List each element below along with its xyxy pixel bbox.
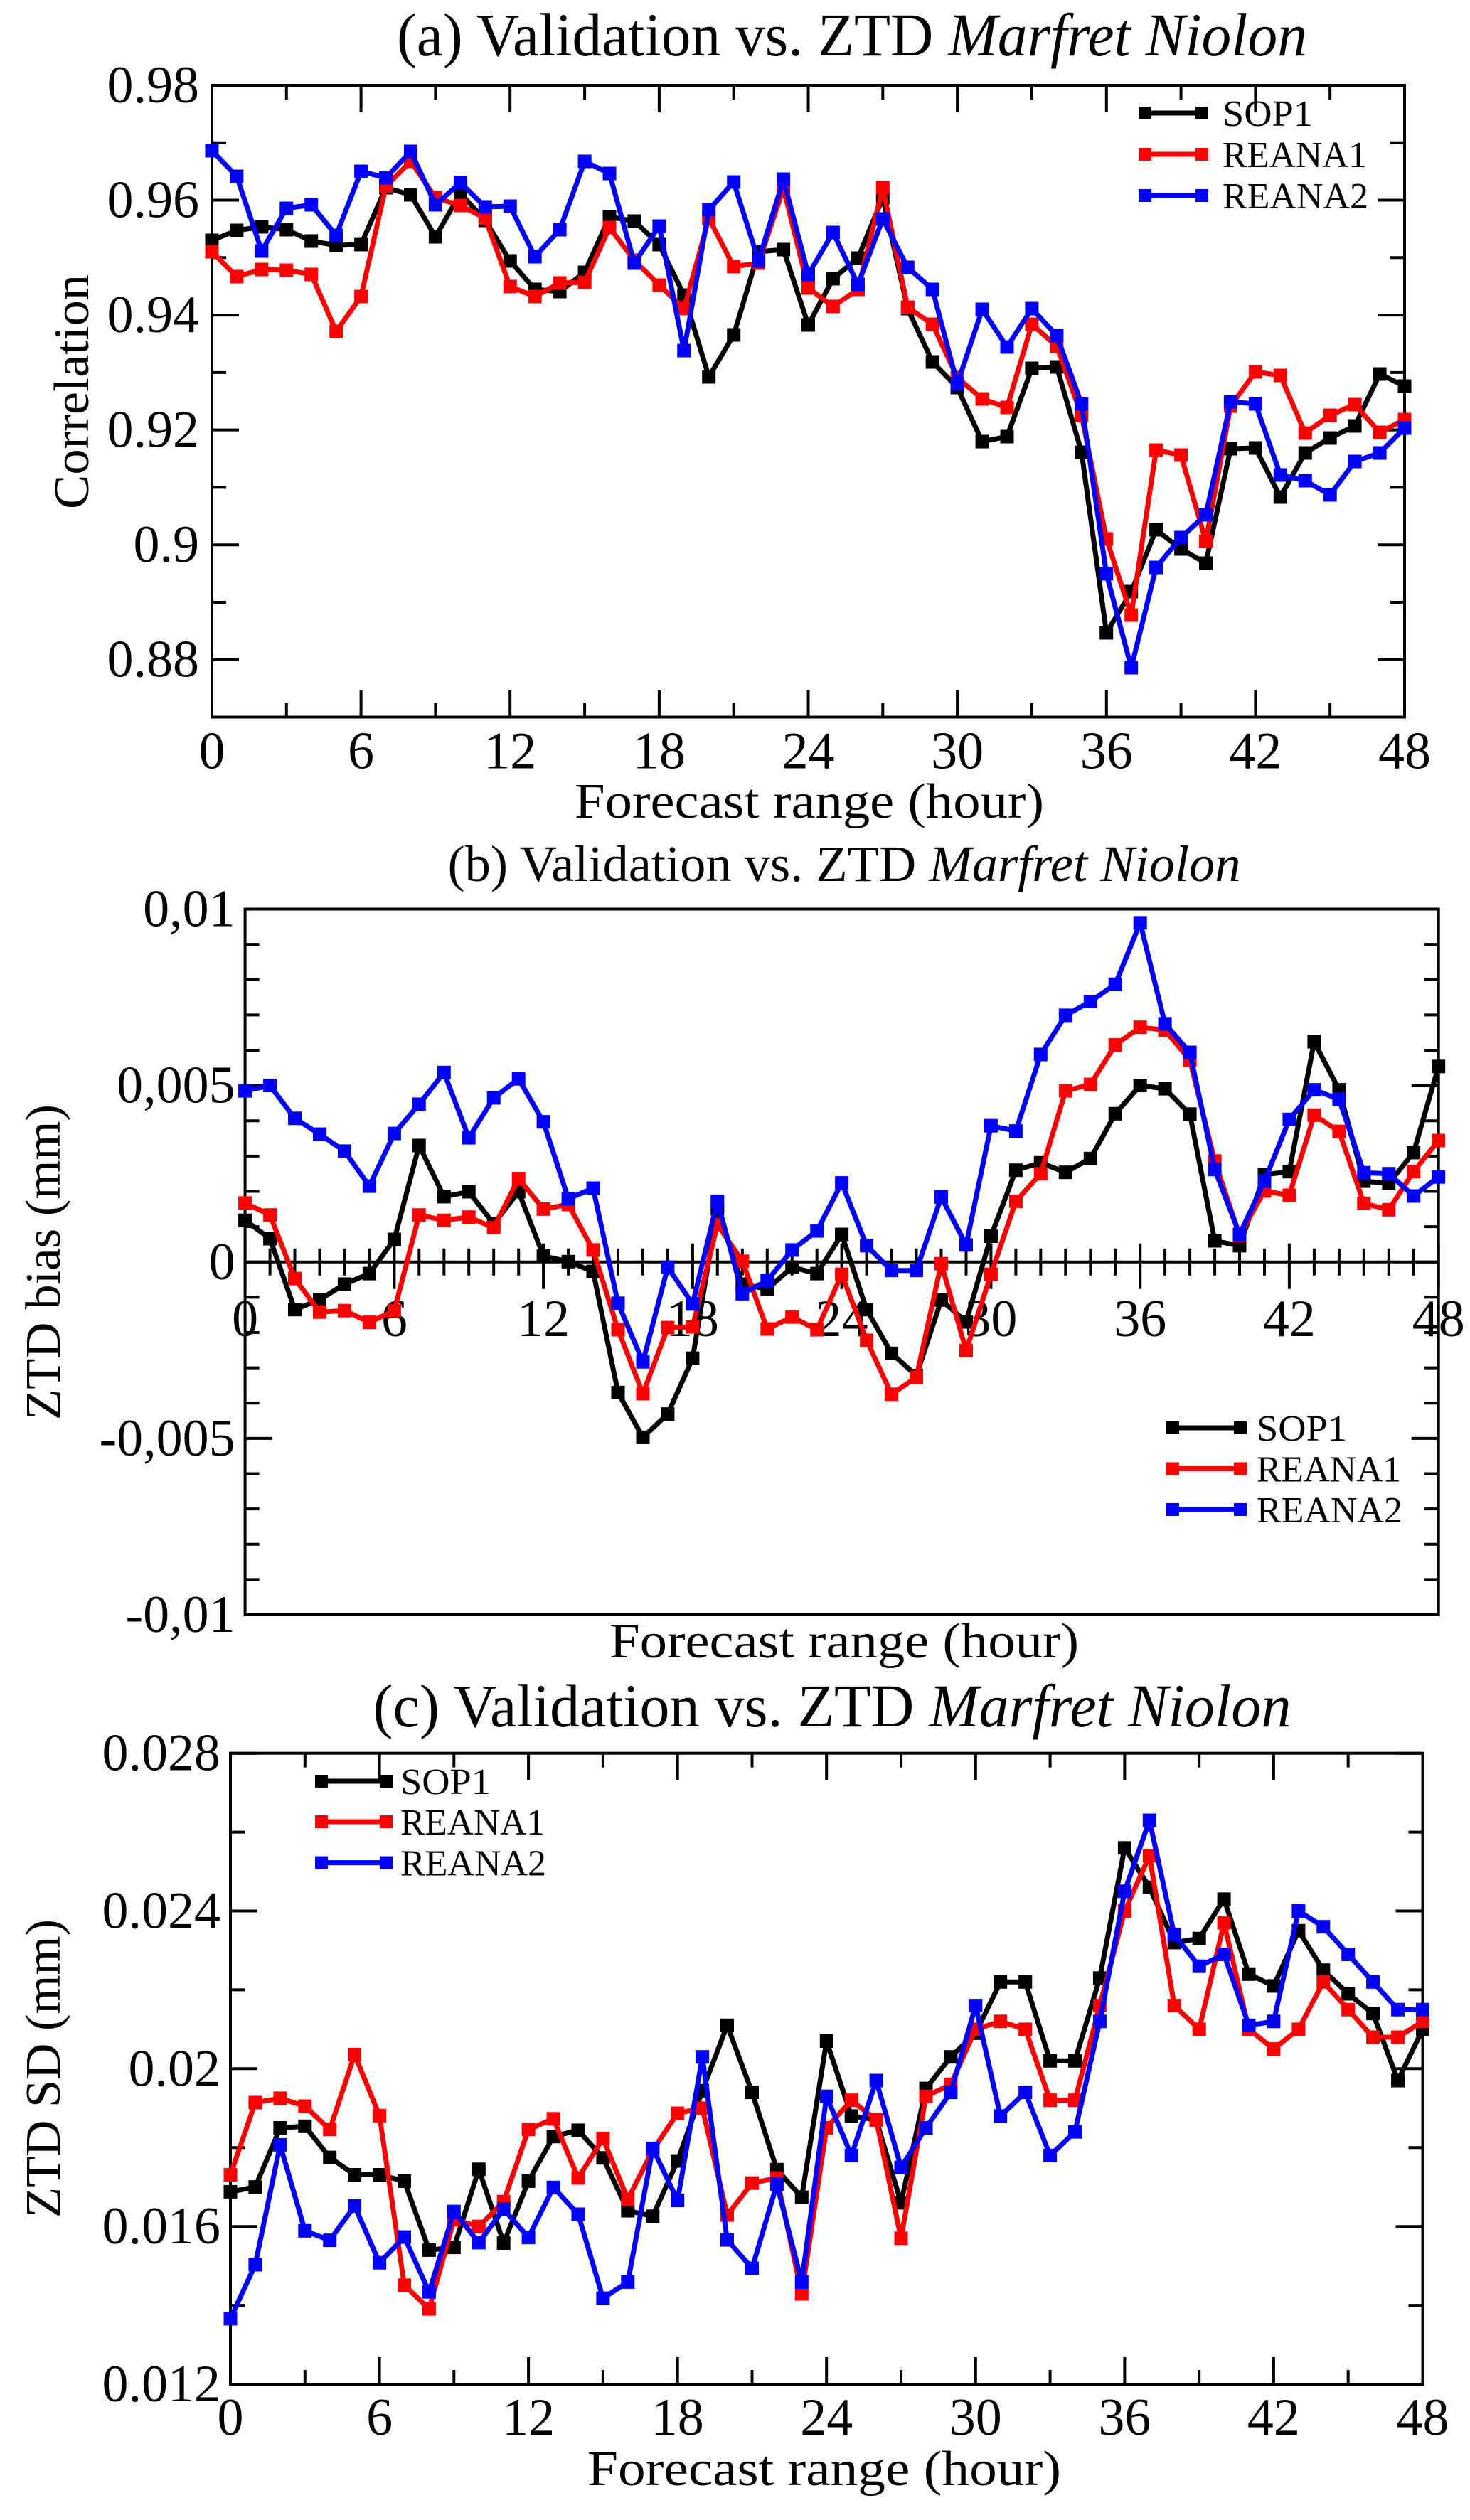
svg-text:Forecast range (hour): Forecast range (hour): [587, 2442, 1061, 2497]
svg-text:0,005: 0,005: [117, 1057, 235, 1115]
svg-text:(b) Validation vs. ZTD Marfret: (b) Validation vs. ZTD Marfret Niolon: [448, 835, 1241, 892]
svg-text:0.98: 0.98: [107, 56, 200, 114]
svg-text:0.92: 0.92: [107, 401, 200, 459]
svg-text:18: 18: [651, 2388, 704, 2447]
svg-text:-0,01: -0,01: [125, 1586, 235, 1644]
svg-text:0: 0: [209, 1233, 235, 1291]
svg-text:REANA1: REANA1: [400, 1803, 545, 1843]
svg-text:Forecast range (hour): Forecast range (hour): [609, 1614, 1079, 1669]
svg-text:REANA1: REANA1: [1223, 135, 1367, 176]
svg-text:42: 42: [1263, 1290, 1316, 1348]
svg-text:Correlation: Correlation: [45, 274, 100, 509]
svg-text:REANA1: REANA1: [1257, 1450, 1401, 1490]
svg-text:48: 48: [1378, 722, 1431, 781]
svg-text:0.9: 0.9: [134, 516, 200, 574]
svg-text:REANA2: REANA2: [1223, 176, 1368, 217]
svg-text:SOP1: SOP1: [1223, 94, 1313, 134]
svg-text:0: 0: [232, 1290, 258, 1348]
svg-text:(c) Validation vs. ZTD Marfret: (c) Validation vs. ZTD Marfret Niolon: [373, 1672, 1291, 1740]
svg-text:48: 48: [1412, 1290, 1465, 1348]
svg-text:12: 12: [517, 1290, 570, 1348]
svg-text:ZTD bias (mm): ZTD bias (mm): [16, 1104, 71, 1420]
svg-text:36: 36: [1114, 1290, 1166, 1348]
svg-text:REANA2: REANA2: [400, 1844, 546, 1884]
svg-text:6: 6: [366, 2388, 393, 2447]
svg-text:42: 42: [1247, 2388, 1300, 2447]
svg-text:0.024: 0.024: [102, 1882, 221, 1940]
svg-text:30: 30: [949, 2388, 1002, 2447]
svg-text:6: 6: [348, 722, 374, 781]
svg-text:-0,005: -0,005: [99, 1409, 235, 1468]
svg-text:12: 12: [484, 722, 536, 781]
svg-text:30: 30: [931, 722, 984, 781]
svg-text:(a) Validation vs. ZTD Marfret: (a) Validation vs. ZTD Marfret Niolon: [397, 1, 1307, 69]
svg-text:SOP1: SOP1: [400, 1762, 491, 1803]
svg-text:REANA2: REANA2: [1257, 1490, 1402, 1531]
svg-text:24: 24: [782, 722, 835, 781]
svg-text:0.012: 0.012: [102, 2355, 221, 2413]
svg-text:48: 48: [1397, 2388, 1449, 2447]
svg-text:0,01: 0,01: [143, 880, 235, 939]
svg-text:18: 18: [633, 722, 686, 781]
svg-text:0.94: 0.94: [107, 286, 200, 344]
svg-text:42: 42: [1229, 722, 1282, 781]
svg-text:0.016: 0.016: [102, 2197, 221, 2255]
svg-text:6: 6: [381, 1290, 408, 1348]
svg-text:0.028: 0.028: [102, 1724, 221, 1783]
svg-text:SOP1: SOP1: [1257, 1409, 1347, 1449]
svg-text:Forecast range (hour): Forecast range (hour): [575, 774, 1044, 829]
svg-text:0.96: 0.96: [107, 171, 200, 230]
svg-text:36: 36: [1080, 722, 1133, 781]
svg-text:24: 24: [800, 2388, 853, 2447]
svg-text:0.88: 0.88: [107, 631, 200, 689]
svg-text:36: 36: [1098, 2388, 1151, 2447]
svg-text:0: 0: [199, 722, 225, 781]
svg-text:ZTD SD (mm): ZTD SD (mm): [16, 1919, 71, 2218]
svg-text:0: 0: [218, 2388, 244, 2447]
svg-text:0.02: 0.02: [129, 2039, 221, 2098]
svg-text:12: 12: [502, 2388, 555, 2447]
